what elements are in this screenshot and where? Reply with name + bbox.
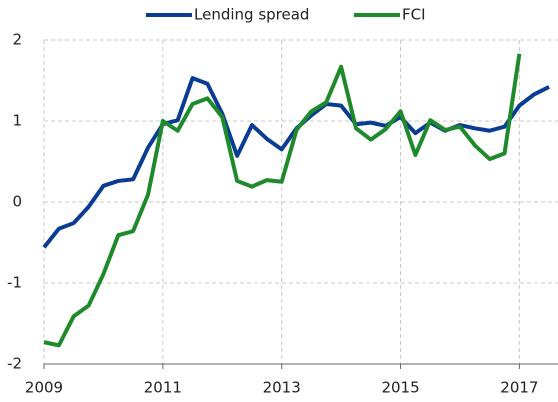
y-tick-label: -1 — [7, 274, 22, 292]
x-tick-label: 2015 — [381, 379, 419, 397]
x-tick-label: 2017 — [500, 379, 538, 397]
x-tick-label: 2009 — [25, 379, 63, 397]
legend-label: Lending spread — [194, 6, 309, 24]
y-tick-label: 0 — [12, 193, 22, 211]
y-tick-label: 2 — [12, 31, 22, 49]
y-tick-label: 1 — [12, 112, 22, 130]
legend-label: FCI — [402, 6, 426, 24]
y-tick-label: -2 — [7, 355, 22, 373]
series-line — [43, 53, 522, 348]
series-line — [42, 76, 550, 249]
x-tick-label: 2011 — [144, 379, 182, 397]
x-tick-label: 2013 — [263, 379, 301, 397]
